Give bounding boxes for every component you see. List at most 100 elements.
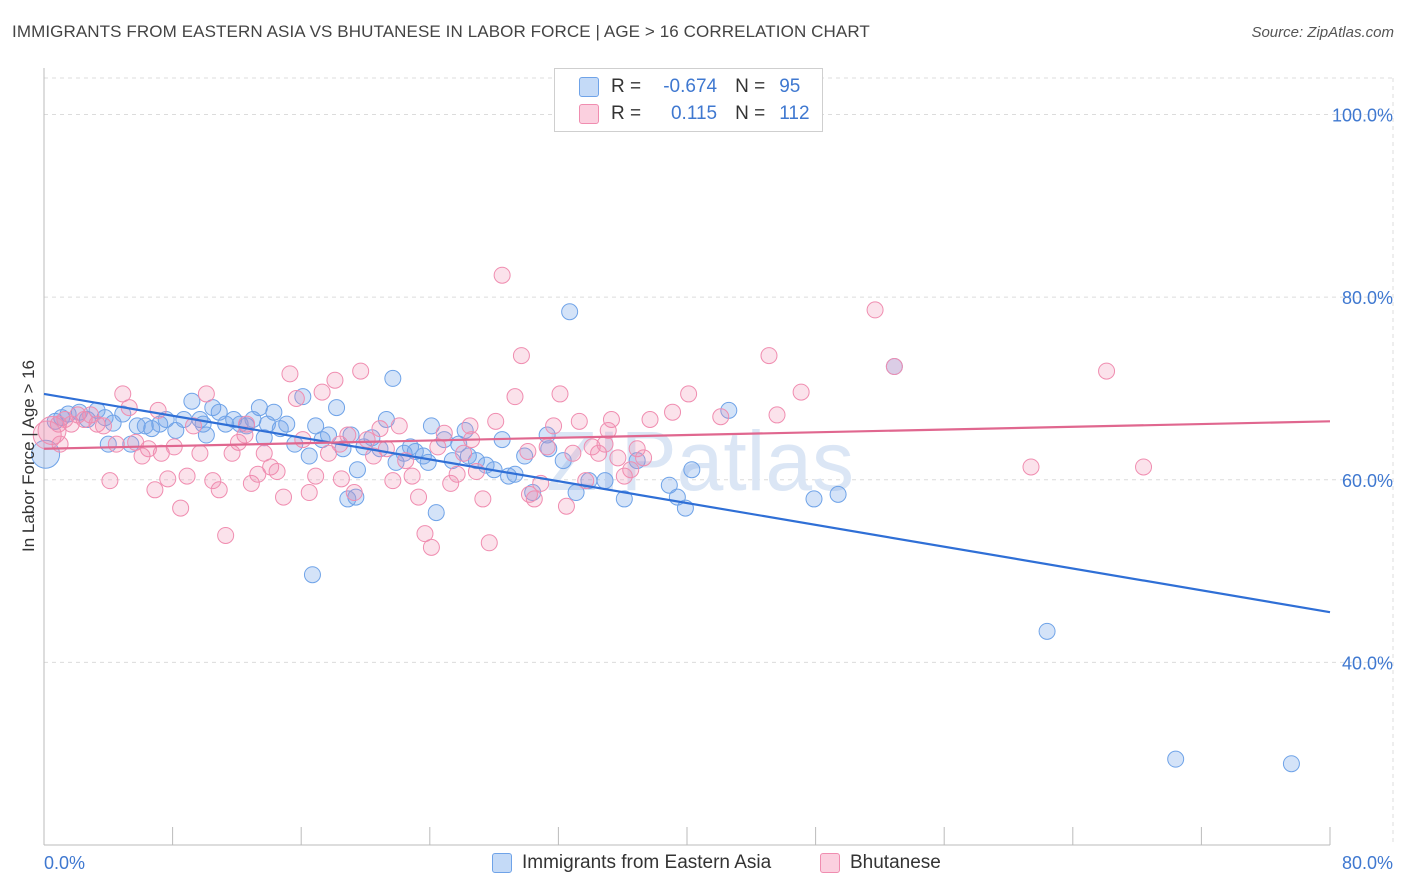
data-point <box>371 420 389 438</box>
bottom-legend-bhutanese: Bhutanese <box>820 852 941 874</box>
bottom-legend-swatch-pink <box>820 853 840 873</box>
data-point <box>500 467 518 485</box>
data-point <box>278 415 296 433</box>
bottom-legend-swatch-blue <box>492 853 512 873</box>
y-tick-label: 40.0% <box>1342 653 1393 673</box>
data-point <box>564 444 582 462</box>
data-point <box>480 534 498 552</box>
data-point <box>197 385 215 403</box>
data-point <box>328 399 346 417</box>
data-point <box>885 358 903 376</box>
data-point <box>615 490 633 508</box>
data-point <box>358 431 376 449</box>
data-point <box>217 526 235 544</box>
data-point <box>101 472 119 490</box>
data-point <box>303 566 321 584</box>
trend-line-eastern-asia <box>43 392 1331 614</box>
data-point <box>197 426 215 444</box>
data-point <box>384 369 402 387</box>
y-axis-label: In Labor Force | Age > 16 <box>19 360 38 552</box>
data-point <box>287 389 305 407</box>
data-point <box>143 420 161 438</box>
data-point <box>570 412 588 430</box>
data-point <box>313 383 331 401</box>
data-point <box>768 406 786 424</box>
data-point <box>459 447 477 465</box>
trend-lines <box>43 392 1331 614</box>
data-point <box>442 474 460 492</box>
data-point <box>204 472 222 490</box>
bottom-legend-eastern-asia: Immigrants from Eastern Asia <box>492 852 771 874</box>
data-point <box>615 467 633 485</box>
data-point <box>345 484 363 502</box>
data-point <box>139 440 157 458</box>
data-point <box>456 421 474 439</box>
data-point <box>294 388 312 406</box>
data-point <box>1282 755 1300 773</box>
data-point <box>866 301 884 319</box>
data-point <box>538 438 556 456</box>
data-point <box>512 347 530 365</box>
data-point <box>249 465 267 483</box>
data-point <box>365 447 383 465</box>
data-point <box>390 417 408 435</box>
data-point <box>628 440 646 458</box>
data-point <box>487 412 505 430</box>
data-point <box>402 438 420 456</box>
data-point <box>680 385 698 403</box>
data-point <box>519 442 537 460</box>
x-tick-label: 80.0% <box>1342 853 1393 873</box>
y-tick-label: 60.0% <box>1342 471 1393 491</box>
data-point <box>599 421 617 439</box>
data-point <box>602 410 620 428</box>
data-point <box>184 417 202 435</box>
series-bhutanese-points <box>32 266 1153 556</box>
data-point <box>133 447 151 465</box>
data-point <box>339 490 357 508</box>
x-tick-label: 0.0% <box>44 853 85 873</box>
data-point <box>635 449 653 467</box>
data-point <box>114 405 132 423</box>
data-point <box>419 453 437 471</box>
data-point <box>427 504 445 522</box>
data-point <box>561 303 579 321</box>
data-point <box>146 481 164 499</box>
data-point <box>712 408 730 426</box>
legend-n-label: N = <box>735 76 766 97</box>
data-point <box>107 435 125 453</box>
data-point <box>250 399 268 417</box>
legend-row-bhutanese: R = 0.115 N = 112 <box>579 102 810 126</box>
data-point <box>596 472 614 490</box>
data-point <box>1022 458 1040 476</box>
y-tick-label: 100.0% <box>1332 106 1393 126</box>
data-point <box>191 444 209 462</box>
data-point <box>516 447 534 465</box>
data-point <box>622 461 640 479</box>
bottom-legend-label: Immigrants from Eastern Asia <box>522 852 772 873</box>
data-point <box>114 385 132 403</box>
data-point <box>172 499 190 517</box>
y-tick-labels: 40.0% 60.0% 80.0% 100.0% <box>1332 106 1393 674</box>
data-point <box>435 424 453 442</box>
data-point <box>461 417 479 435</box>
data-point <box>590 444 608 462</box>
data-point <box>474 490 492 508</box>
data-point <box>422 417 440 435</box>
data-point <box>1167 750 1185 768</box>
legend-n-value: 112 <box>779 103 810 124</box>
axes <box>43 68 1331 846</box>
x-tick-labels: 0.0% 80.0% <box>44 853 1393 873</box>
legend-swatch-pink <box>579 104 599 124</box>
data-point <box>660 476 678 494</box>
data-point <box>230 433 248 451</box>
data-point <box>448 465 466 483</box>
legend-row-eastern-asia: R = -0.674 N = 95 <box>579 75 800 99</box>
bottom-legend-label: Bhutanese <box>850 852 941 873</box>
data-point <box>352 362 370 380</box>
data-point <box>829 485 847 503</box>
data-point <box>455 444 473 462</box>
data-point <box>664 403 682 421</box>
data-point <box>307 417 325 435</box>
data-point <box>242 474 260 492</box>
